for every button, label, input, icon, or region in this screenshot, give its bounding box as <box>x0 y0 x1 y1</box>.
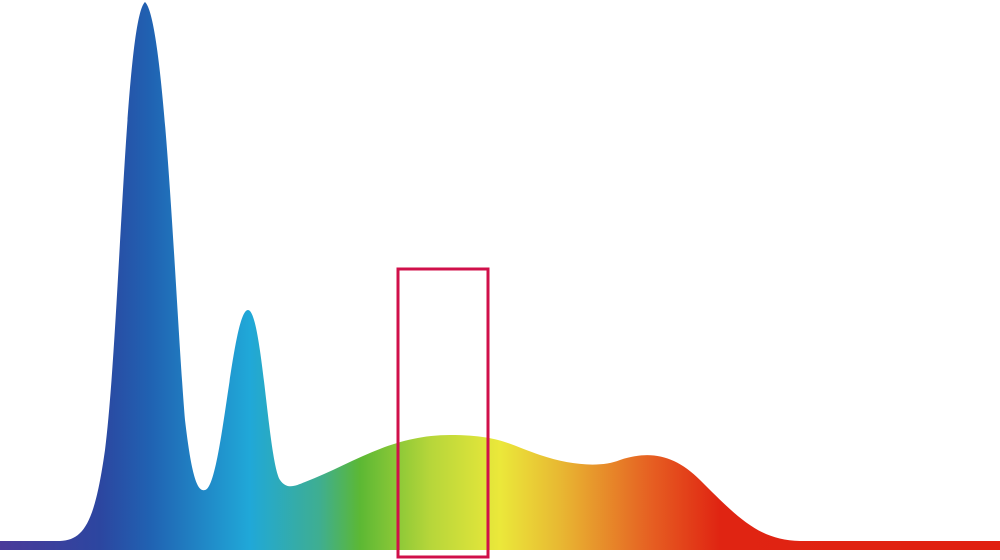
spectrum-curve <box>0 2 1000 550</box>
highlight-box <box>396 267 490 559</box>
